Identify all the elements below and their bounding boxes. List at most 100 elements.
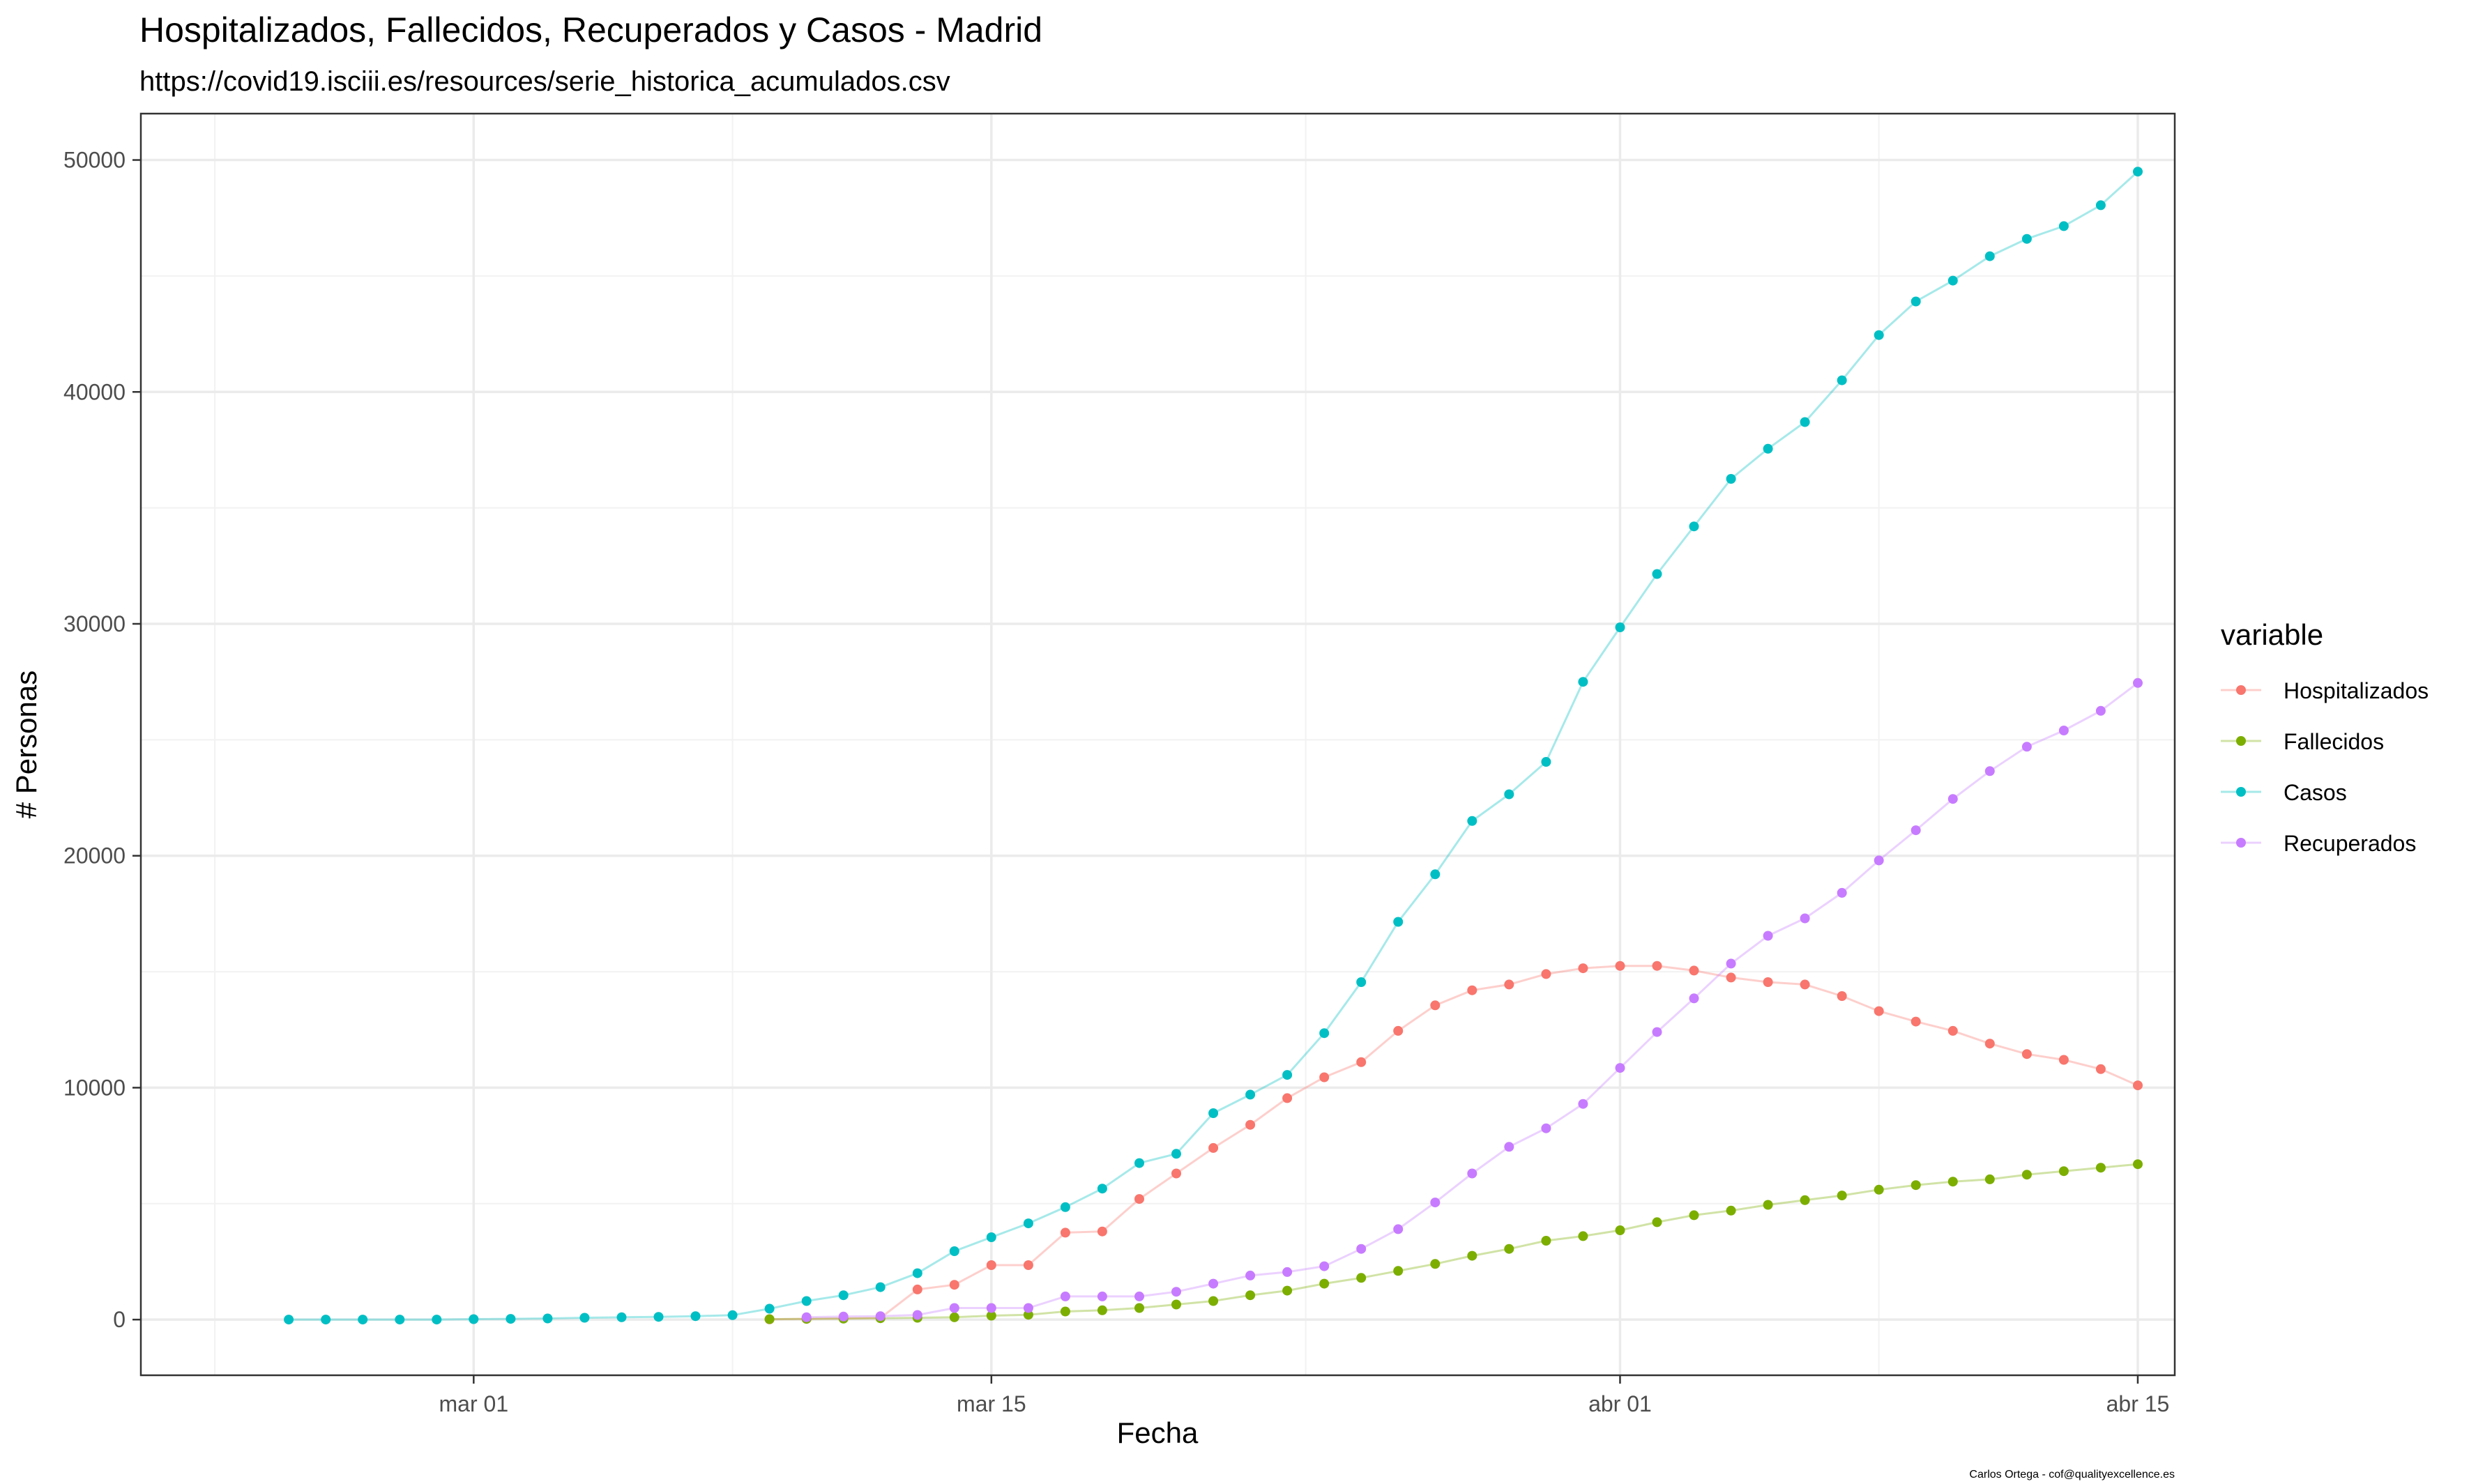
legend-item-casos: Casos (2221, 780, 2347, 805)
data-point-casos (1319, 1028, 1330, 1039)
data-point-recuperados (838, 1311, 849, 1322)
data-point-hospitalizados (2021, 1049, 2032, 1060)
data-point-recuperados (801, 1312, 812, 1322)
data-point-casos (764, 1303, 775, 1314)
data-point-fallecidos (1097, 1305, 1107, 1315)
data-point-hospitalizados (1282, 1093, 1293, 1103)
data-point-fallecidos (1430, 1259, 1441, 1269)
data-point-casos (1874, 330, 1884, 340)
data-point-casos (1984, 251, 1995, 261)
data-point-recuperados (912, 1310, 922, 1320)
data-point-fallecidos (1282, 1285, 1293, 1296)
legend-key-point-fallecidos (2236, 736, 2246, 746)
data-point-casos (1430, 869, 1441, 880)
data-point-hospitalizados (1578, 963, 1588, 974)
legend-label-recuperados: Recuperados (2284, 831, 2416, 856)
data-point-hospitalizados (1319, 1072, 1330, 1083)
data-point-casos (801, 1296, 812, 1306)
data-point-fallecidos (764, 1314, 775, 1324)
data-point-recuperados (1800, 913, 1810, 924)
x-tick-label: abr 15 (2106, 1391, 2170, 1416)
data-point-recuperados (1282, 1267, 1293, 1277)
data-point-fallecidos (1615, 1225, 1625, 1235)
data-point-fallecidos (2095, 1163, 2106, 1173)
data-point-casos (284, 1315, 294, 1325)
data-point-casos (1947, 275, 1958, 286)
data-point-recuperados (1504, 1142, 1514, 1152)
data-point-recuperados (1171, 1287, 1181, 1297)
data-point-hospitalizados (1134, 1194, 1144, 1204)
data-point-casos (1134, 1158, 1144, 1168)
data-point-recuperados (1615, 1063, 1625, 1073)
data-point-recuperados (1947, 794, 1958, 804)
data-point-recuperados (1652, 1027, 1662, 1037)
data-point-casos (506, 1314, 516, 1324)
data-point-casos (875, 1282, 886, 1292)
legend-label-hospitalizados: Hospitalizados (2284, 678, 2429, 703)
data-point-fallecidos (2021, 1170, 2032, 1180)
data-point-hospitalizados (1208, 1142, 1219, 1153)
data-point-casos (616, 1312, 627, 1322)
data-point-hospitalizados (1541, 969, 1551, 979)
data-point-casos (1541, 757, 1551, 767)
y-tick-label: 20000 (63, 843, 126, 869)
data-point-hospitalizados (2133, 1080, 2143, 1091)
data-point-fallecidos (2058, 1166, 2069, 1177)
data-point-fallecidos (1541, 1236, 1551, 1246)
data-point-casos (1763, 443, 1773, 454)
legend-title: variable (2221, 618, 2323, 651)
data-point-casos (1023, 1218, 1033, 1229)
data-point-casos (358, 1315, 368, 1325)
legend-item-hospitalizados: Hospitalizados (2221, 678, 2429, 703)
data-point-fallecidos (2133, 1159, 2143, 1170)
data-point-fallecidos (1319, 1278, 1330, 1289)
data-point-hospitalizados (1689, 965, 1699, 976)
data-point-recuperados (1837, 887, 1847, 898)
data-point-fallecidos (986, 1310, 996, 1321)
data-point-recuperados (1910, 825, 1921, 836)
data-point-hospitalizados (1467, 985, 1477, 995)
data-point-recuperados (1393, 1224, 1404, 1234)
data-point-casos (838, 1290, 849, 1301)
data-point-casos (2095, 200, 2106, 211)
legend-key-point-recuperados (2236, 838, 2246, 848)
data-point-fallecidos (1393, 1266, 1404, 1276)
data-point-casos (986, 1232, 996, 1242)
legend-key-point-hospitalizados (2236, 685, 2246, 695)
data-point-hospitalizados (1430, 1000, 1441, 1011)
data-point-recuperados (1097, 1291, 1107, 1301)
data-point-fallecidos (949, 1312, 959, 1322)
data-point-fallecidos (1134, 1303, 1144, 1313)
data-point-casos (1356, 977, 1367, 987)
data-point-casos (1097, 1184, 1107, 1194)
chart-caption: Carlos Ortega - cof@qualityexcellence.es (1969, 1469, 2175, 1481)
data-point-hospitalizados (986, 1260, 996, 1270)
y-tick-label: 30000 (63, 611, 126, 636)
data-point-recuperados (2133, 678, 2143, 688)
data-point-fallecidos (1245, 1290, 1256, 1301)
data-point-recuperados (1467, 1168, 1477, 1179)
data-point-casos (1800, 417, 1810, 427)
data-point-casos (1171, 1149, 1181, 1159)
data-point-fallecidos (1763, 1200, 1773, 1210)
data-point-hospitalizados (1726, 972, 1736, 983)
y-tick-label: 0 (113, 1307, 126, 1332)
series-recuperados (801, 678, 2143, 1322)
data-point-fallecidos (1947, 1177, 1958, 1187)
data-point-recuperados (1763, 931, 1773, 941)
data-point-recuperados (1060, 1291, 1070, 1301)
data-point-hospitalizados (1393, 1025, 1404, 1036)
data-point-casos (1245, 1089, 1256, 1100)
data-point-fallecidos (1874, 1184, 1884, 1195)
data-point-fallecidos (1504, 1244, 1514, 1254)
data-point-casos (1726, 474, 1736, 484)
data-point-hospitalizados (1023, 1260, 1033, 1270)
data-point-fallecidos (1578, 1231, 1588, 1241)
axes: mar 01 mar 15 abr 01 abr 15 0 10000 20000 30000… (63, 148, 2169, 1416)
data-point-casos (2133, 167, 2143, 177)
data-point-fallecidos (1726, 1205, 1736, 1216)
y-tick-label: 50000 (63, 148, 126, 173)
data-point-hospitalizados (1800, 979, 1810, 990)
data-point-casos (432, 1315, 442, 1325)
